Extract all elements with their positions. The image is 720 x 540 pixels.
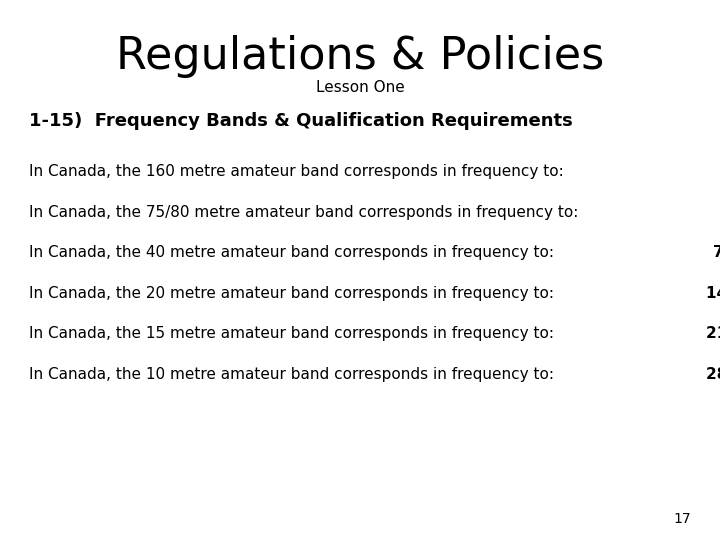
Text: 1-15)  Frequency Bands & Qualification Requirements: 1-15) Frequency Bands & Qualification Re… (29, 112, 572, 131)
Text: In Canada, the 15 metre amateur band corresponds in frequency to:: In Canada, the 15 metre amateur band cor… (29, 326, 554, 341)
Text: 28.000 to 29.700 MHz: 28.000 to 29.700 MHz (706, 367, 720, 382)
Text: 14.000 to 14.350 MHz: 14.000 to 14.350 MHz (706, 286, 720, 301)
Text: In Canada, the 10 metre amateur band corresponds in frequency to:: In Canada, the 10 metre amateur band cor… (29, 367, 554, 382)
Text: 21.000 to 21.450 MHz: 21.000 to 21.450 MHz (706, 326, 720, 341)
Text: In Canada, the 75/80 metre amateur band corresponds in frequency to:: In Canada, the 75/80 metre amateur band … (29, 205, 578, 220)
Text: 7.0 to 7.3 MHz: 7.0 to 7.3 MHz (713, 245, 720, 260)
Text: In Canada, the 40 metre amateur band corresponds in frequency to:: In Canada, the 40 metre amateur band cor… (29, 245, 559, 260)
Text: Regulations & Policies: Regulations & Policies (116, 35, 604, 78)
Text: Lesson One: Lesson One (315, 80, 405, 95)
Text: In Canada, the 20 metre amateur band corresponds in frequency to:: In Canada, the 20 metre amateur band cor… (29, 286, 554, 301)
Text: In Canada, the 160 metre amateur band corresponds in frequency to:: In Canada, the 160 metre amateur band co… (29, 164, 568, 179)
Text: 17: 17 (674, 512, 691, 526)
